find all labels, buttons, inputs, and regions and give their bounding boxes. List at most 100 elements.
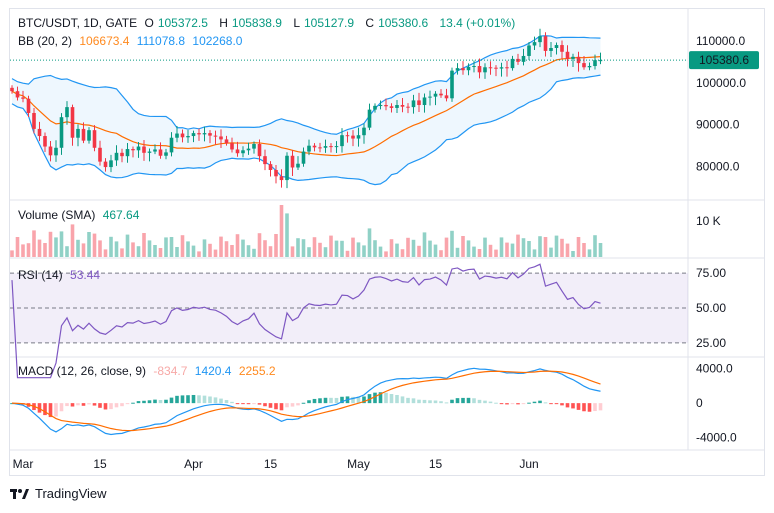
candle-body[interactable]	[191, 133, 196, 137]
macd-legend[interactable]: MACD (12, 26, close, 9) -834.7 1420.4 22…	[18, 364, 280, 378]
candle-body[interactable]	[505, 67, 509, 69]
candle-body[interactable]	[565, 51, 570, 59]
candle-body[interactable]	[268, 164, 273, 171]
candle-body[interactable]	[76, 128, 80, 138]
candle-body[interactable]	[576, 56, 581, 64]
candle-body[interactable]	[378, 105, 383, 107]
candle-body[interactable]	[142, 146, 146, 153]
candle-body[interactable]	[180, 133, 185, 138]
candle-body[interactable]	[362, 127, 366, 136]
candle-body[interactable]	[472, 66, 476, 68]
candle-body[interactable]	[37, 128, 42, 137]
candle-body[interactable]	[65, 107, 69, 118]
candle-body[interactable]	[428, 96, 432, 98]
candle-body[interactable]	[593, 60, 597, 67]
symbol-label[interactable]: BTC/USDT, 1D, GATE	[18, 16, 138, 30]
candle-body[interactable]	[389, 106, 394, 108]
candle-body[interactable]	[455, 68, 460, 71]
candle-body[interactable]	[10, 87, 14, 92]
candle-body[interactable]	[169, 137, 174, 153]
candle-body[interactable]	[356, 135, 361, 139]
candle-body[interactable]	[274, 170, 278, 177]
candle-body[interactable]	[164, 152, 168, 156]
candle-body[interactable]	[367, 109, 372, 128]
candle-body[interactable]	[571, 56, 575, 59]
candle-body[interactable]	[241, 150, 245, 154]
candle-body[interactable]	[208, 133, 212, 136]
candle-body[interactable]	[444, 95, 449, 99]
rsi-legend[interactable]: RSI (14) 53.44	[18, 268, 104, 282]
candle-body[interactable]	[351, 135, 355, 139]
candle-body[interactable]	[417, 100, 421, 106]
candle-body[interactable]	[175, 133, 179, 138]
candle-body[interactable]	[246, 148, 251, 151]
candle-body[interactable]	[582, 63, 586, 68]
candle-body[interactable]	[450, 70, 454, 99]
candle-body[interactable]	[48, 146, 53, 156]
candle-body[interactable]	[400, 105, 405, 107]
candle-body[interactable]	[538, 36, 542, 43]
candle-body[interactable]	[147, 151, 152, 153]
candle-body[interactable]	[340, 135, 344, 147]
candle-body[interactable]	[279, 176, 284, 181]
candle-body[interactable]	[109, 160, 113, 168]
candle-body[interactable]	[219, 136, 223, 140]
candle-body[interactable]	[554, 45, 559, 48]
candle-body[interactable]	[202, 133, 207, 135]
candle-body[interactable]	[32, 112, 36, 129]
footer[interactable]: TradingView	[10, 486, 107, 501]
candle-body[interactable]	[252, 144, 256, 149]
candle-body[interactable]	[43, 136, 47, 147]
candle-body[interactable]	[70, 107, 75, 138]
candle-body[interactable]	[466, 66, 471, 71]
candle-body[interactable]	[483, 67, 487, 73]
candle-body[interactable]	[488, 67, 493, 69]
candle-body[interactable]	[521, 55, 526, 62]
candle-body[interactable]	[499, 67, 504, 69]
candle-body[interactable]	[158, 149, 163, 156]
candle-body[interactable]	[21, 97, 25, 99]
candle-body[interactable]	[549, 47, 553, 51]
candle-body[interactable]	[114, 152, 119, 161]
candle-body[interactable]	[510, 58, 515, 69]
candle-body[interactable]	[136, 146, 141, 151]
candle-body[interactable]	[103, 161, 108, 168]
candle-body[interactable]	[461, 68, 465, 71]
candle-body[interactable]	[384, 105, 388, 107]
candle-body[interactable]	[422, 97, 427, 106]
candle-body[interactable]	[406, 106, 410, 108]
candle-body[interactable]	[131, 149, 135, 151]
candle-body[interactable]	[345, 135, 350, 137]
candle-body[interactable]	[301, 151, 306, 164]
candle-body[interactable]	[560, 45, 564, 52]
candle-body[interactable]	[263, 156, 267, 165]
candle-body[interactable]	[81, 128, 86, 141]
candle-body[interactable]	[213, 135, 218, 137]
candle-body[interactable]	[285, 155, 289, 181]
candle-body[interactable]	[587, 66, 592, 68]
candle-body[interactable]	[307, 145, 311, 152]
volume-legend[interactable]: Volume (SMA) 467.64	[18, 208, 143, 222]
candle-body[interactable]	[26, 98, 31, 113]
candle-body[interactable]	[54, 147, 58, 156]
candle-body[interactable]	[532, 42, 537, 46]
candle-body[interactable]	[125, 149, 130, 157]
candle-body[interactable]	[323, 146, 328, 148]
candle-body[interactable]	[433, 93, 438, 97]
candle-body[interactable]	[98, 147, 102, 162]
candle-body[interactable]	[395, 105, 399, 108]
candle-body[interactable]	[153, 149, 157, 152]
candle-body[interactable]	[290, 155, 295, 168]
candle-body[interactable]	[494, 67, 498, 69]
candle-body[interactable]	[411, 100, 416, 108]
candle-body[interactable]	[543, 36, 548, 51]
candle-body[interactable]	[296, 163, 300, 168]
candle-body[interactable]	[120, 152, 124, 157]
candle-body[interactable]	[235, 149, 240, 154]
candle-body[interactable]	[59, 117, 64, 148]
candle-body[interactable]	[92, 130, 97, 148]
candle-body[interactable]	[439, 93, 443, 96]
candle-body[interactable]	[15, 91, 20, 98]
candle-body[interactable]	[224, 139, 229, 144]
